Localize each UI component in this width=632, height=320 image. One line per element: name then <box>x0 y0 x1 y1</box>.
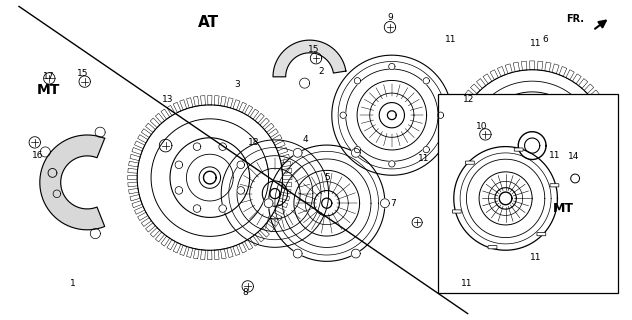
Text: 15: 15 <box>77 69 88 78</box>
Text: MT: MT <box>37 83 60 97</box>
Bar <box>438 94 618 293</box>
Text: 7: 7 <box>390 199 396 208</box>
Text: 2: 2 <box>319 68 324 76</box>
Polygon shape <box>380 199 389 208</box>
Text: 11: 11 <box>530 39 542 48</box>
Text: 18: 18 <box>248 138 260 147</box>
Text: 8: 8 <box>242 288 248 297</box>
Text: 11: 11 <box>418 154 429 163</box>
Polygon shape <box>389 161 395 167</box>
FancyBboxPatch shape <box>453 210 461 213</box>
Polygon shape <box>193 143 201 150</box>
Polygon shape <box>237 187 245 194</box>
Polygon shape <box>175 187 183 194</box>
Polygon shape <box>351 148 360 157</box>
Text: 14: 14 <box>568 152 580 161</box>
Polygon shape <box>423 78 429 84</box>
Polygon shape <box>423 147 429 153</box>
Polygon shape <box>355 78 361 84</box>
Text: 11: 11 <box>445 36 456 44</box>
Text: 5: 5 <box>324 173 330 182</box>
Polygon shape <box>219 143 226 150</box>
Text: 1: 1 <box>70 279 76 288</box>
Polygon shape <box>351 249 360 258</box>
Polygon shape <box>293 148 302 157</box>
Polygon shape <box>219 205 226 212</box>
Text: MT: MT <box>553 202 574 214</box>
FancyBboxPatch shape <box>465 161 474 164</box>
Text: 11: 11 <box>530 253 542 262</box>
Text: 12: 12 <box>463 95 475 104</box>
Text: 6: 6 <box>542 36 548 44</box>
Text: 11: 11 <box>461 279 472 288</box>
Text: 13: 13 <box>162 95 173 104</box>
Text: 17: 17 <box>43 72 54 81</box>
Polygon shape <box>355 147 361 153</box>
Text: 15: 15 <box>308 45 319 54</box>
Text: 10: 10 <box>476 122 487 131</box>
FancyBboxPatch shape <box>550 184 559 187</box>
Text: 9: 9 <box>387 13 393 22</box>
Text: 3: 3 <box>234 80 240 89</box>
Polygon shape <box>437 112 444 118</box>
Polygon shape <box>340 112 346 118</box>
FancyBboxPatch shape <box>537 233 546 236</box>
Polygon shape <box>237 161 245 169</box>
Text: 11: 11 <box>549 151 561 160</box>
Text: 16: 16 <box>32 151 44 160</box>
Polygon shape <box>293 249 302 258</box>
Polygon shape <box>389 63 395 70</box>
FancyBboxPatch shape <box>514 148 523 151</box>
Polygon shape <box>193 205 201 212</box>
Text: AT: AT <box>198 15 219 30</box>
Polygon shape <box>40 135 105 230</box>
Polygon shape <box>273 40 346 77</box>
Text: FR.: FR. <box>567 14 585 24</box>
Polygon shape <box>175 161 183 169</box>
Text: 4: 4 <box>303 135 308 144</box>
FancyBboxPatch shape <box>488 246 497 249</box>
Polygon shape <box>264 199 273 208</box>
